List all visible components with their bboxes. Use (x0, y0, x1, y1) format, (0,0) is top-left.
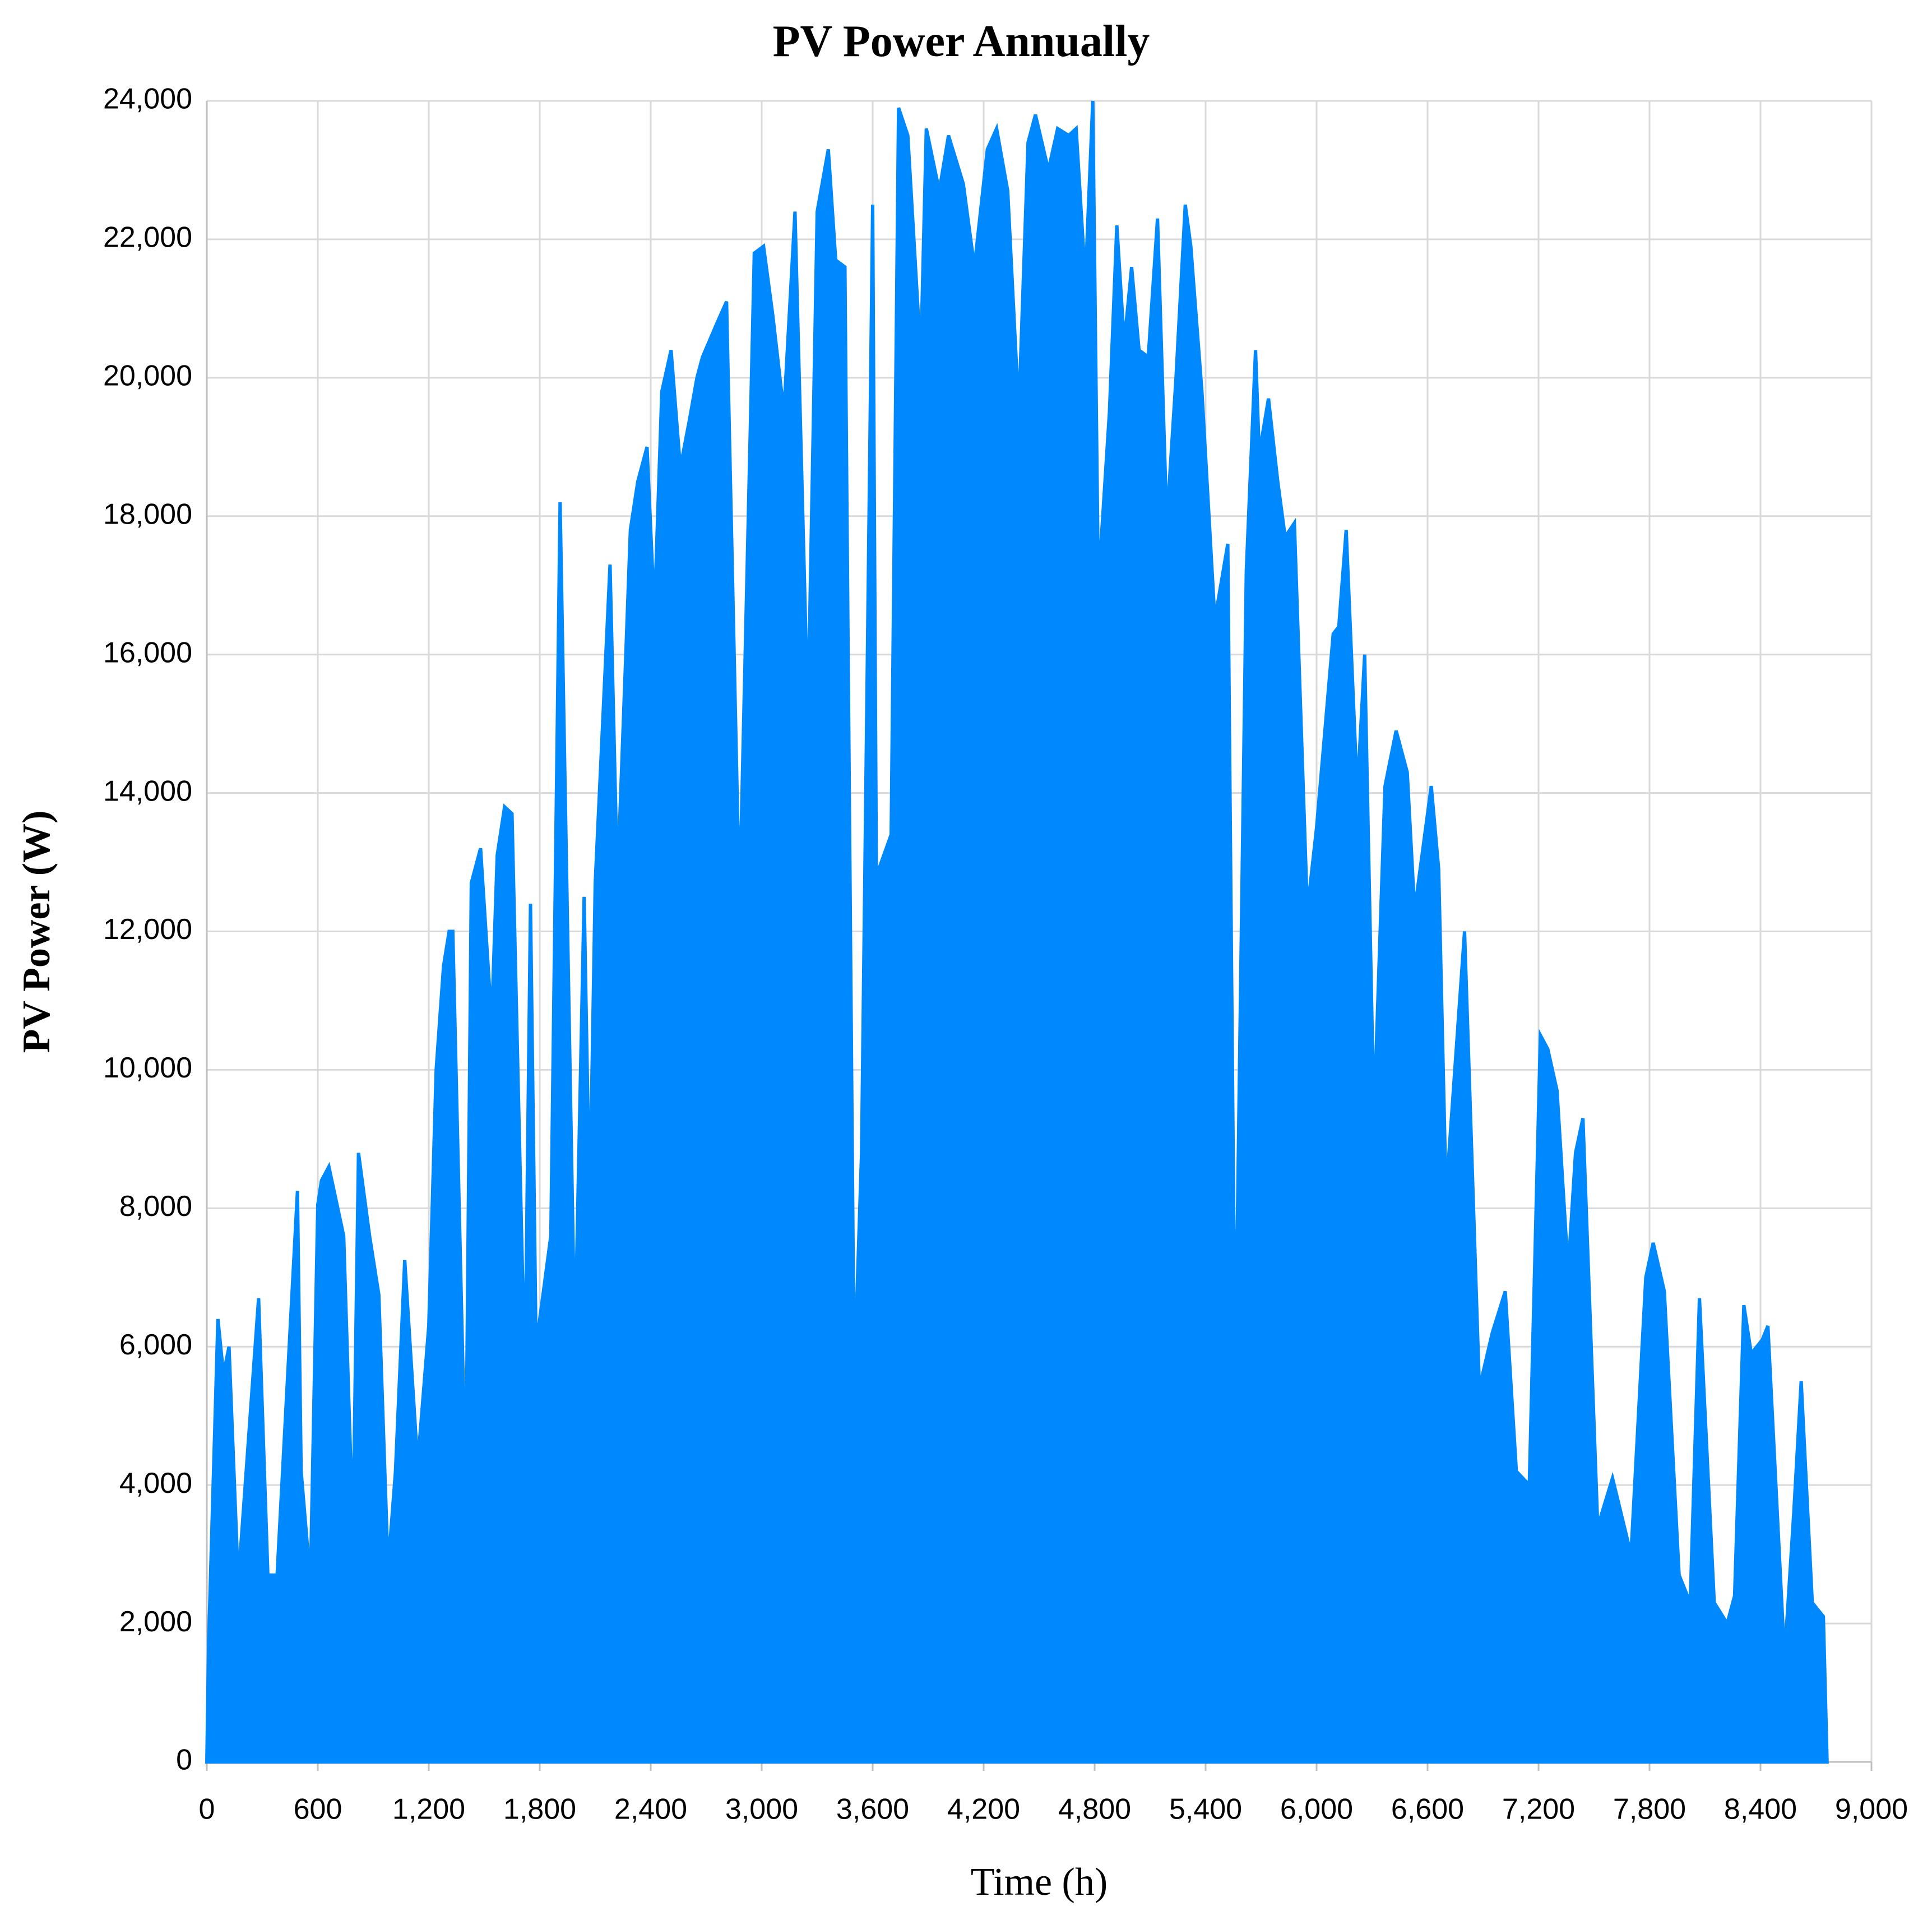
x-tick-label: 5,400 (1169, 1793, 1242, 1826)
y-tick-label: 16,000 (103, 636, 192, 669)
y-tick-label: 4,000 (119, 1467, 192, 1500)
y-tick-label: 0 (176, 1744, 192, 1776)
x-tick-label: 4,800 (1058, 1793, 1131, 1826)
x-tick-label: 1,200 (392, 1793, 465, 1826)
x-tick-label: 4,200 (947, 1793, 1020, 1826)
y-tick-label: 6,000 (119, 1329, 192, 1361)
x-tick-label: 9,000 (1835, 1793, 1908, 1826)
y-tick-label: 24,000 (103, 83, 192, 115)
y-tick-label: 8,000 (119, 1190, 192, 1223)
x-tick-label: 3,000 (725, 1793, 798, 1826)
x-tick-label: 6,600 (1391, 1793, 1464, 1826)
y-tick-label: 12,000 (103, 913, 192, 946)
x-tick-label: 3,600 (836, 1793, 909, 1826)
x-tick-label: 600 (294, 1793, 342, 1826)
chart-title: PV Power Annually (773, 17, 1150, 66)
y-tick-label: 10,000 (103, 1052, 192, 1084)
x-tick-label: 7,200 (1502, 1793, 1575, 1826)
y-tick-label: 22,000 (103, 221, 192, 254)
y-tick-label: 18,000 (103, 498, 192, 530)
x-tick-label: 8,400 (1724, 1793, 1797, 1826)
y-tick-label: 20,000 (103, 360, 192, 392)
area-series (205, 100, 1829, 1764)
y-tick-label: 14,000 (103, 775, 192, 807)
x-tick-label: 0 (199, 1793, 215, 1826)
x-tick-label: 7,800 (1613, 1793, 1686, 1826)
x-axis-label: Time (h) (971, 1861, 1108, 1904)
y-axis-label: PV Power (W) (15, 811, 58, 1053)
x-tick-label: 2,400 (614, 1793, 687, 1826)
x-tick-label: 1,800 (503, 1793, 576, 1826)
x-tick-label: 6,000 (1280, 1793, 1353, 1826)
y-tick-label: 2,000 (119, 1606, 192, 1638)
